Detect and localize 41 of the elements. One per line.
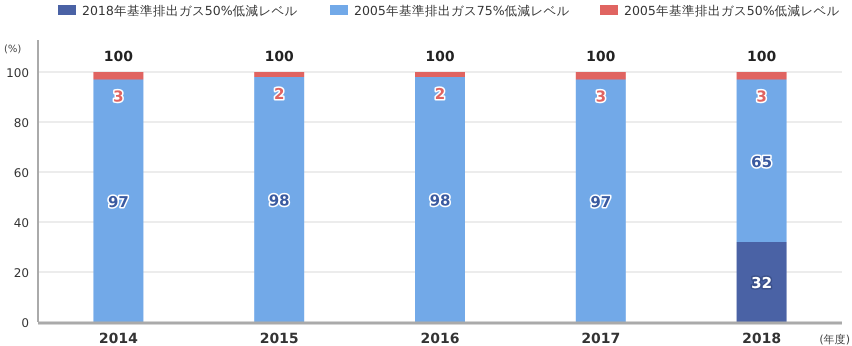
legend-label: 2005年基準排出ガス75%低減レベル <box>354 3 570 18</box>
bar <box>576 72 626 80</box>
bar <box>415 72 465 77</box>
data-label: 2 <box>274 85 284 103</box>
legend-label: 2005年基準排出ガス50%低減レベル <box>624 3 840 18</box>
bar <box>254 72 304 77</box>
y-axis-title: (%) <box>4 44 22 55</box>
bar <box>415 77 465 322</box>
y-tick-label: 40 <box>14 216 29 230</box>
total-label: 100 <box>746 49 776 65</box>
data-label: 97 <box>108 192 129 211</box>
y-tick-label: 20 <box>14 266 29 280</box>
y-tick-label: 60 <box>14 166 29 180</box>
data-label: 98 <box>268 192 290 210</box>
data-label: 3 <box>113 88 124 106</box>
total-label: 100 <box>425 49 455 65</box>
y-tick-label: 80 <box>14 116 29 130</box>
x-tick-label: 2018 <box>742 331 782 346</box>
data-label: 97 <box>590 192 612 211</box>
y-tick-label: 0 <box>21 316 29 330</box>
x-tick-label: 2016 <box>420 331 460 346</box>
data-label: 3 <box>596 88 606 106</box>
data-label: 98 <box>430 192 450 210</box>
data-label: 2 <box>434 85 446 103</box>
x-tick-label: 2014 <box>98 331 138 346</box>
data-label: 32 <box>751 274 772 292</box>
legend-label: 2018年基準排出ガス50%低減レベル <box>82 3 298 18</box>
bar <box>93 72 144 80</box>
x-axis-title: (年度) <box>819 333 850 346</box>
bar <box>254 77 304 322</box>
total-label: 100 <box>104 49 134 65</box>
bar <box>93 80 144 322</box>
bar <box>736 72 787 80</box>
total-label: 100 <box>264 49 294 65</box>
data-label: 65 <box>751 152 772 171</box>
data-label: 3 <box>756 88 767 106</box>
total-label: 100 <box>586 49 616 65</box>
x-tick-label: 2017 <box>581 331 620 346</box>
x-tick-label: 2015 <box>260 331 299 346</box>
y-tick-label: 100 <box>6 66 29 80</box>
bar <box>576 80 626 322</box>
